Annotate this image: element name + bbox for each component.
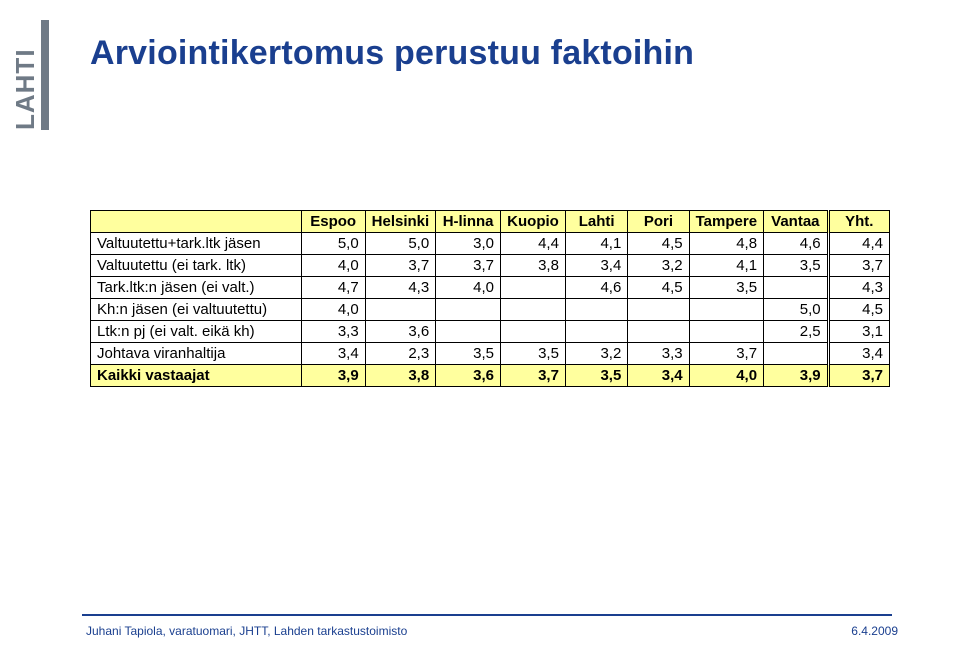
- cell: 5,0: [301, 233, 365, 255]
- col-h-linna: H-linna: [436, 211, 501, 233]
- cell: 4,1: [689, 255, 763, 277]
- table-row: Valtuutettu (ei tark. ltk)4,03,73,73,83,…: [91, 255, 890, 277]
- cell: 3,2: [565, 343, 627, 365]
- cell: [501, 277, 566, 299]
- table-row: Tark.ltk:n jäsen (ei valt.)4,74,34,04,64…: [91, 277, 890, 299]
- cell: 2,3: [365, 343, 436, 365]
- footer-divider: [82, 614, 892, 616]
- cell: 3,7: [828, 365, 889, 387]
- table-row: Ltk:n pj (ei valt. eikä kh)3,33,6 2,53,1: [91, 321, 890, 343]
- cell: [628, 299, 689, 321]
- cell: 4,6: [565, 277, 627, 299]
- cell: [689, 299, 763, 321]
- cell: 4,3: [365, 277, 436, 299]
- lahti-logo: LAHTI: [8, 18, 54, 138]
- cell: [501, 321, 566, 343]
- col-tampere: Tampere: [689, 211, 763, 233]
- cell: 4,5: [828, 299, 889, 321]
- cell: [365, 299, 436, 321]
- cell: [764, 277, 829, 299]
- cell: 4,0: [301, 299, 365, 321]
- cell: 3,7: [365, 255, 436, 277]
- cell: 3,5: [501, 343, 566, 365]
- data-table-container: EspooHelsinkiH-linnaKuopioLahtiPoriTampe…: [90, 210, 890, 387]
- cell: 2,5: [764, 321, 829, 343]
- slide-title: Arviointikertomus perustuu faktoihin: [90, 34, 694, 73]
- col-vantaa: Vantaa: [764, 211, 829, 233]
- cell: 4,4: [828, 233, 889, 255]
- cell: 4,0: [689, 365, 763, 387]
- cell: 3,8: [365, 365, 436, 387]
- slide: LAHTI Arviointikertomus perustuu faktoih…: [0, 0, 960, 664]
- col-lahti: Lahti: [565, 211, 627, 233]
- cell: 4,3: [828, 277, 889, 299]
- row-label: Kaikki vastaajat: [91, 365, 302, 387]
- cell: 3,5: [436, 343, 501, 365]
- table-row: Johtava viranhaltija3,42,33,53,53,23,33,…: [91, 343, 890, 365]
- cell: 3,3: [628, 343, 689, 365]
- cell: 3,4: [301, 343, 365, 365]
- svg-text:LAHTI: LAHTI: [10, 48, 40, 130]
- col-pori: Pori: [628, 211, 689, 233]
- cell: [764, 343, 829, 365]
- row-label: Valtuutettu+tark.ltk jäsen: [91, 233, 302, 255]
- row-label: Kh:n jäsen (ei valtuutettu): [91, 299, 302, 321]
- cell: 4,7: [301, 277, 365, 299]
- cell: [565, 321, 627, 343]
- row-label: Ltk:n pj (ei valt. eikä kh): [91, 321, 302, 343]
- cell: 3,7: [689, 343, 763, 365]
- cell: [689, 321, 763, 343]
- col-rowlabel: [91, 211, 302, 233]
- table-summary-row: Kaikki vastaajat3,93,83,63,73,53,44,03,9…: [91, 365, 890, 387]
- cell: 4,5: [628, 277, 689, 299]
- cell: 3,8: [501, 255, 566, 277]
- cell: 3,7: [828, 255, 889, 277]
- col-helsinki: Helsinki: [365, 211, 436, 233]
- cell: 4,6: [764, 233, 829, 255]
- cell: [628, 321, 689, 343]
- cell: 5,0: [764, 299, 829, 321]
- cell: [436, 321, 501, 343]
- row-label: Johtava viranhaltija: [91, 343, 302, 365]
- table-header: EspooHelsinkiH-linnaKuopioLahtiPoriTampe…: [91, 211, 890, 233]
- cell: 4,8: [689, 233, 763, 255]
- cell: 3,0: [436, 233, 501, 255]
- cell: 4,0: [301, 255, 365, 277]
- cell: 4,0: [436, 277, 501, 299]
- cell: 3,4: [828, 343, 889, 365]
- cell: [501, 299, 566, 321]
- footer-date: 6.4.2009: [851, 624, 898, 638]
- cell: 3,3: [301, 321, 365, 343]
- cell: 3,6: [436, 365, 501, 387]
- table-row: Valtuutettu+tark.ltk jäsen5,05,03,04,44,…: [91, 233, 890, 255]
- cell: [436, 299, 501, 321]
- cell: [565, 299, 627, 321]
- table-body: Valtuutettu+tark.ltk jäsen5,05,03,04,44,…: [91, 233, 890, 387]
- col-espoo: Espoo: [301, 211, 365, 233]
- cell: 3,4: [628, 365, 689, 387]
- cell: 4,1: [565, 233, 627, 255]
- cell: 5,0: [365, 233, 436, 255]
- col-kuopio: Kuopio: [501, 211, 566, 233]
- cell: 3,6: [365, 321, 436, 343]
- cell: 3,7: [501, 365, 566, 387]
- cell: 4,4: [501, 233, 566, 255]
- footer-author: Juhani Tapiola, varatuomari, JHTT, Lahde…: [86, 624, 407, 638]
- cell: 3,9: [301, 365, 365, 387]
- cell: 3,2: [628, 255, 689, 277]
- col-yht: Yht.: [828, 211, 889, 233]
- cell: 3,7: [436, 255, 501, 277]
- row-label: Valtuutettu (ei tark. ltk): [91, 255, 302, 277]
- data-table: EspooHelsinkiH-linnaKuopioLahtiPoriTampe…: [90, 210, 890, 387]
- cell: 3,5: [764, 255, 829, 277]
- cell: 3,5: [565, 365, 627, 387]
- table-row: Kh:n jäsen (ei valtuutettu)4,0 5,04,5: [91, 299, 890, 321]
- cell: 4,5: [628, 233, 689, 255]
- cell: 3,9: [764, 365, 829, 387]
- cell: 3,1: [828, 321, 889, 343]
- cell: 3,4: [565, 255, 627, 277]
- cell: 3,5: [689, 277, 763, 299]
- row-label: Tark.ltk:n jäsen (ei valt.): [91, 277, 302, 299]
